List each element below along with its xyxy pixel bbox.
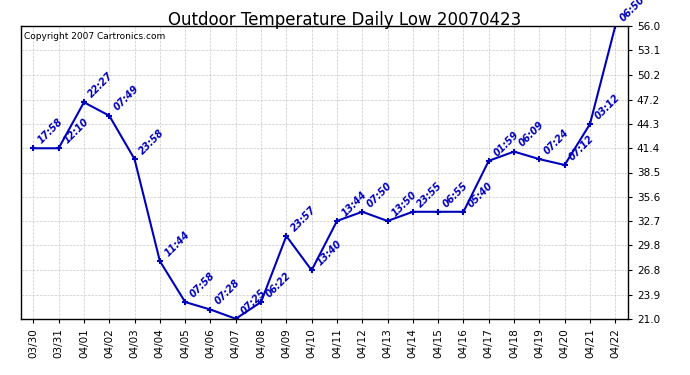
Text: 07:28: 07:28 <box>213 278 242 307</box>
Text: 07:25: 07:25 <box>239 287 268 316</box>
Text: Outdoor Temperature Daily Low 20070423: Outdoor Temperature Daily Low 20070423 <box>168 11 522 29</box>
Text: 22:27: 22:27 <box>87 70 116 99</box>
Text: 13:40: 13:40 <box>315 238 344 267</box>
Text: 06:55: 06:55 <box>441 180 470 209</box>
Text: 01:59: 01:59 <box>491 129 520 158</box>
Text: 07:12: 07:12 <box>567 133 596 162</box>
Text: 07:24: 07:24 <box>542 128 571 156</box>
Text: 06:50: 06:50 <box>618 0 647 24</box>
Text: 07:58: 07:58 <box>188 270 217 299</box>
Text: 07:49: 07:49 <box>112 84 141 113</box>
Text: 05:40: 05:40 <box>466 180 495 209</box>
Text: 03:12: 03:12 <box>593 92 622 121</box>
Text: 23:58: 23:58 <box>137 128 166 156</box>
Text: 11:44: 11:44 <box>163 230 192 258</box>
Text: 06:22: 06:22 <box>264 270 293 299</box>
Text: 13:50: 13:50 <box>391 189 420 218</box>
Text: 23:57: 23:57 <box>289 204 318 233</box>
Text: 07:50: 07:50 <box>365 180 394 209</box>
Text: 17:58: 17:58 <box>36 117 65 146</box>
Text: 12:10: 12:10 <box>61 117 90 146</box>
Text: 23:55: 23:55 <box>415 180 444 209</box>
Text: 13:44: 13:44 <box>339 189 368 218</box>
Text: 06:09: 06:09 <box>517 120 546 149</box>
Text: Copyright 2007 Cartronics.com: Copyright 2007 Cartronics.com <box>23 32 165 41</box>
